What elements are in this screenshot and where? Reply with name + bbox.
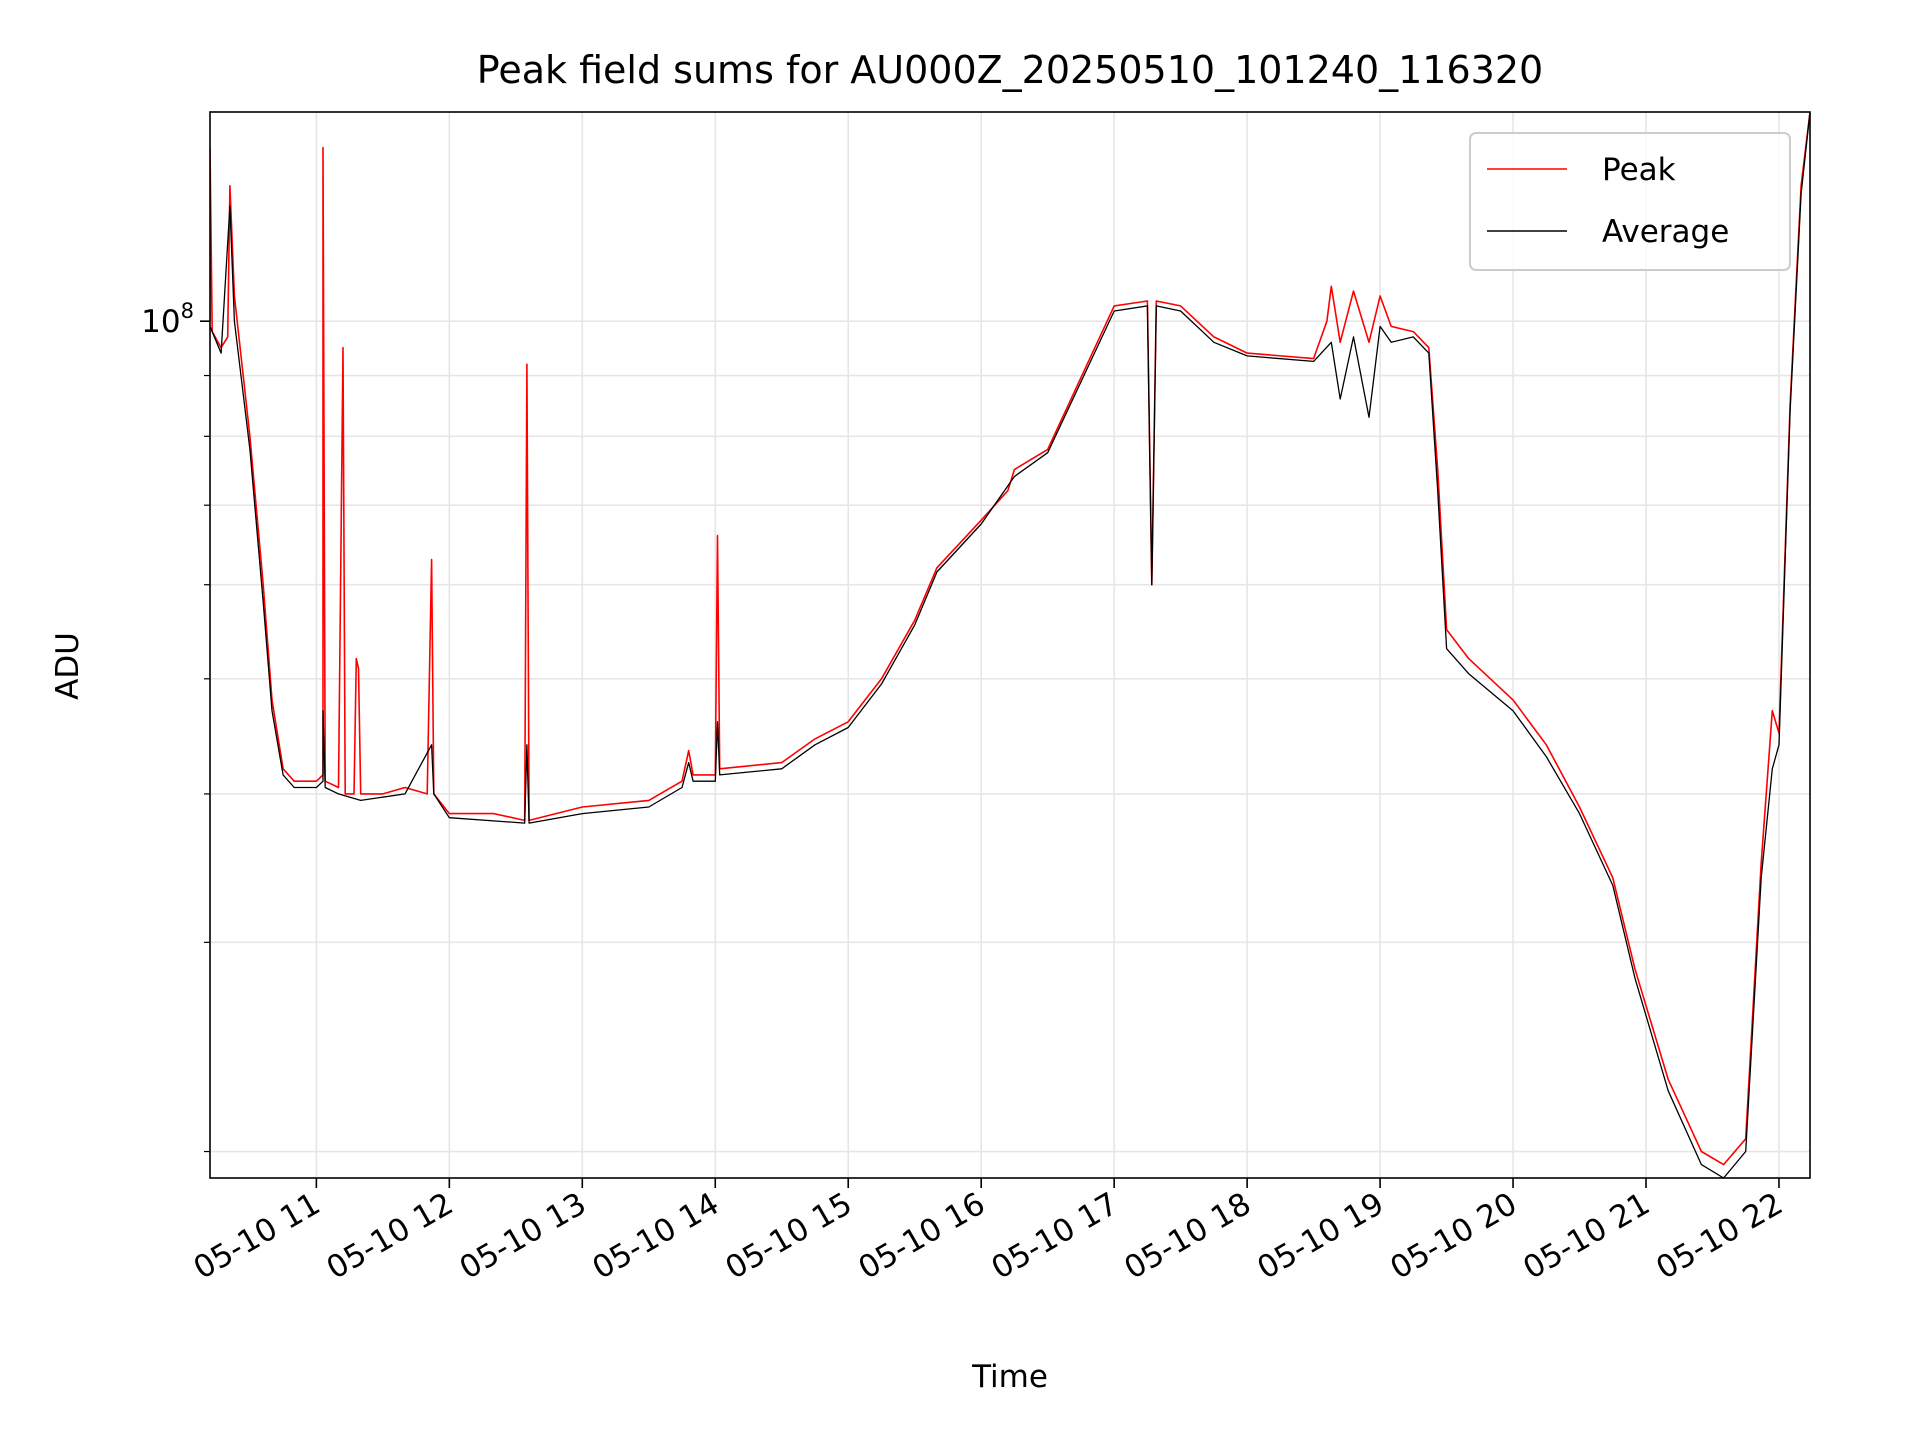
grid-layer	[210, 112, 1810, 1178]
y-tick-label-base: 10	[141, 304, 180, 340]
series-layer	[210, 112, 1810, 1178]
x-axis-label: Time	[971, 1359, 1048, 1395]
y-tick-label-exponent: 8	[181, 299, 194, 323]
legend-box	[1469, 132, 1791, 271]
series-line-average	[210, 112, 1810, 1178]
legend-label-average: Average	[1602, 214, 1729, 250]
plot-frame	[209, 111, 1811, 1179]
legend-label-peak: Peak	[1602, 152, 1676, 188]
y-tick-label: 108	[141, 299, 194, 340]
y-axis-label: ADU	[50, 632, 86, 700]
legend: Peak Average	[1469, 132, 1791, 271]
chart-title: Peak field sums for AU000Z_20250510_1012…	[477, 48, 1543, 92]
series-line-peak	[210, 112, 1810, 1166]
